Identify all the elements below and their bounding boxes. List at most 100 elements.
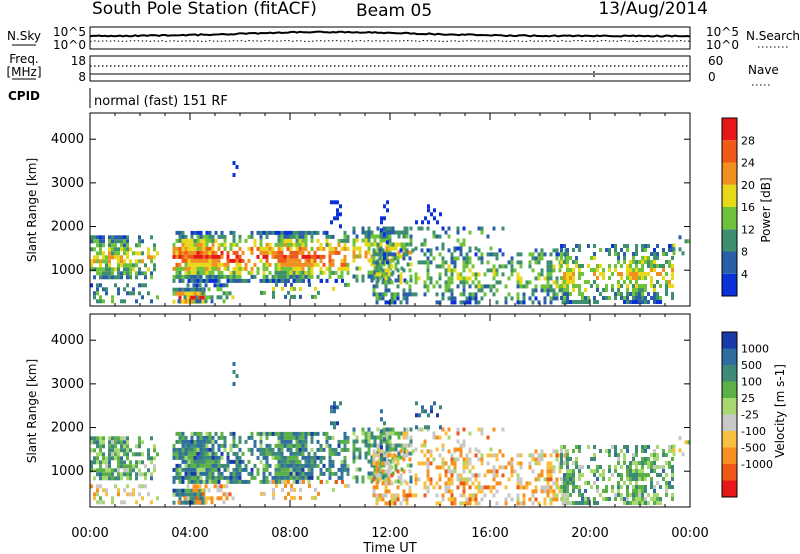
echo-cell (117, 476, 120, 481)
echo-cell (444, 485, 448, 490)
echo-cell (328, 262, 332, 267)
echo-cell (399, 300, 403, 305)
echo-cell (578, 268, 581, 272)
echo-cell (99, 448, 102, 453)
echo-cell (531, 288, 535, 293)
echo-cell (304, 230, 308, 235)
echo-cell (172, 291, 176, 296)
echo-cell (217, 455, 221, 460)
echo-cell (668, 461, 671, 465)
echo-cell (295, 459, 299, 464)
echo-cell (181, 250, 185, 255)
echo-cell (456, 427, 460, 432)
echo-cell (117, 440, 120, 445)
echo-cell (367, 250, 371, 255)
echo-cell (361, 475, 365, 480)
echo-cell (459, 443, 463, 448)
echo-cell (495, 489, 499, 494)
echo-cell (298, 274, 302, 279)
echo-cell (193, 295, 197, 300)
echo-cell (96, 460, 99, 465)
echo-cell (672, 444, 676, 449)
echo-cell (396, 256, 400, 261)
echo-cell (629, 276, 632, 280)
y-tick-label: 2000 (51, 421, 84, 436)
echo-cell (105, 464, 108, 469)
echo-cell (560, 252, 563, 256)
echo-cell (659, 264, 662, 268)
echo-cell (286, 230, 290, 235)
echo-cell (190, 459, 194, 464)
echo-cell (665, 252, 668, 256)
echo-cell (93, 247, 96, 252)
echo-cell (181, 287, 185, 292)
echo-cell (265, 431, 269, 436)
echo-cell (444, 230, 448, 235)
echo-cell (578, 449, 581, 453)
echo-cell (147, 448, 150, 453)
echo-cell (566, 461, 569, 465)
echo-cell (102, 235, 105, 240)
echo-cell (217, 274, 221, 279)
echo-cell (671, 296, 674, 300)
echo-cell (193, 471, 197, 476)
echo-cell (199, 447, 203, 452)
echo-cell (229, 274, 233, 279)
echo-cell (319, 242, 323, 247)
echo-cell (441, 465, 445, 470)
echo-cell (370, 459, 374, 464)
echo-cell (531, 252, 535, 257)
echo-cell (238, 254, 242, 259)
echo-cell (280, 435, 284, 440)
echo-cell (641, 244, 644, 248)
colorbar-tick-label: 16 (741, 201, 755, 214)
echo-cell (546, 493, 550, 498)
echo-cell (299, 286, 302, 291)
echo-cell (313, 230, 317, 235)
echo-cell (102, 444, 105, 449)
echo-cell (90, 440, 93, 445)
echo-cell (593, 481, 596, 485)
echo-cell (381, 268, 385, 273)
echo-cell (540, 473, 544, 478)
echo-cell (444, 288, 448, 293)
echo-cell (617, 280, 620, 284)
echo-cell (367, 242, 371, 247)
echo-cell (384, 489, 388, 494)
echo-cell (620, 477, 623, 481)
echo-cell (375, 284, 379, 289)
echo-cell (501, 226, 505, 231)
echo-cell (181, 254, 185, 259)
echo-cell (271, 447, 275, 452)
echo-cell (462, 268, 466, 273)
echo-cell (304, 234, 308, 239)
echo-cell (114, 452, 117, 457)
echo-cell (102, 476, 105, 481)
echo-cell (566, 280, 569, 284)
echo-cell (569, 481, 572, 485)
echo-cell (172, 254, 176, 259)
echo-cell (316, 447, 320, 452)
echo-cell (378, 272, 382, 277)
echo-cell (501, 427, 505, 432)
echo-cell (196, 467, 200, 472)
echo-cell (178, 238, 182, 243)
echo-cell (208, 262, 212, 267)
echo-cell (129, 476, 132, 481)
echo-cell (199, 443, 203, 448)
echo-cell (256, 254, 260, 259)
echo-cell (647, 272, 650, 276)
echo-cell (638, 292, 641, 296)
echo-cell (274, 250, 278, 255)
echo-cell (316, 463, 320, 468)
echo-cell (653, 260, 656, 264)
echo-cell (662, 252, 665, 256)
echo-cell (373, 439, 377, 444)
echo-cell (614, 268, 617, 272)
echo-cell (198, 484, 202, 489)
echo-cell (193, 443, 197, 448)
echo-cell (292, 435, 296, 440)
echo-cell (402, 435, 406, 440)
echo-cell (480, 230, 484, 235)
